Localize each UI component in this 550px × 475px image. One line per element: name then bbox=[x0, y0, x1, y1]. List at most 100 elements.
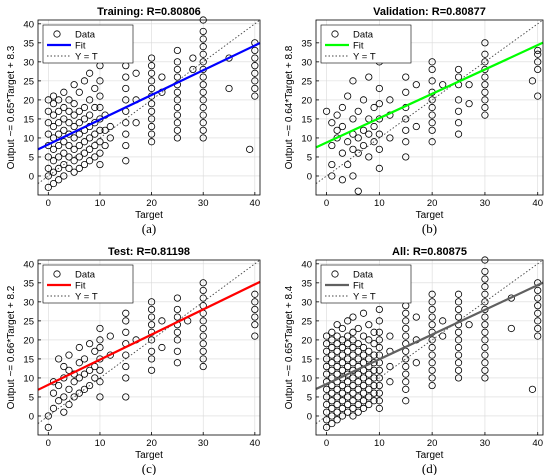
data-point bbox=[199, 324, 207, 333]
data-point bbox=[428, 65, 436, 74]
data-point bbox=[122, 393, 130, 401]
data-point bbox=[354, 107, 362, 115]
data-point bbox=[412, 122, 420, 131]
data-point bbox=[322, 408, 331, 416]
data-point bbox=[354, 347, 362, 355]
data-point bbox=[428, 374, 436, 382]
data-point bbox=[344, 385, 352, 393]
data-point bbox=[365, 73, 373, 81]
data-point bbox=[354, 340, 362, 348]
data-point bbox=[199, 27, 207, 36]
data-point bbox=[375, 145, 383, 153]
data-point bbox=[534, 332, 542, 340]
data-point bbox=[49, 157, 58, 165]
data-point bbox=[375, 404, 383, 412]
data-point bbox=[75, 359, 83, 367]
y-tick-label: 15 bbox=[23, 354, 34, 365]
data-point bbox=[354, 408, 362, 416]
data-point bbox=[75, 119, 83, 127]
data-point bbox=[55, 153, 63, 161]
data-point bbox=[481, 321, 489, 329]
data-point bbox=[91, 141, 99, 150]
data-point bbox=[147, 336, 156, 344]
data-point bbox=[338, 397, 346, 405]
data-point bbox=[528, 77, 537, 85]
x-tick-label: 0 bbox=[46, 198, 51, 209]
data-point bbox=[106, 122, 114, 131]
data-point bbox=[106, 332, 114, 340]
data-point bbox=[333, 321, 341, 329]
data-point bbox=[251, 313, 259, 321]
x-tick-label: 30 bbox=[480, 438, 491, 449]
data-point bbox=[333, 355, 341, 363]
data-point bbox=[322, 393, 331, 401]
x-tick-label: 20 bbox=[427, 438, 438, 449]
panel-caption: (d) bbox=[422, 461, 437, 475]
data-point bbox=[349, 328, 357, 336]
y-tick-label: 10 bbox=[301, 133, 312, 144]
data-point bbox=[251, 321, 259, 329]
data-point bbox=[481, 50, 489, 58]
data-point bbox=[481, 96, 489, 104]
x-tick-label: 20 bbox=[427, 198, 438, 209]
data-point bbox=[96, 336, 104, 344]
data-point bbox=[481, 351, 489, 359]
data-point bbox=[96, 149, 104, 157]
data-point bbox=[65, 400, 73, 409]
data-point bbox=[338, 176, 346, 184]
data-point bbox=[199, 279, 207, 287]
data-point bbox=[199, 43, 207, 51]
axes-frame bbox=[37, 19, 261, 196]
data-point bbox=[65, 164, 73, 172]
data-point bbox=[428, 343, 436, 352]
data-point bbox=[428, 77, 436, 85]
data-point bbox=[428, 359, 436, 367]
y-tick-label: 25 bbox=[23, 316, 34, 327]
data-point bbox=[80, 370, 89, 378]
data-point bbox=[322, 107, 331, 115]
data-point bbox=[402, 362, 410, 371]
x-tick-label: 0 bbox=[324, 438, 329, 449]
y-tick-label: 0 bbox=[29, 411, 34, 422]
y-tick-label: 40 bbox=[301, 259, 312, 270]
y-axis-label: Output ~= 0.65*Target + 8.3 bbox=[6, 45, 17, 169]
data-point bbox=[96, 126, 104, 134]
data-point bbox=[91, 153, 99, 161]
data-point bbox=[251, 298, 259, 306]
data-point bbox=[454, 366, 463, 374]
data-point bbox=[122, 328, 130, 336]
data-point bbox=[370, 122, 378, 131]
data-point bbox=[402, 126, 410, 134]
data-point bbox=[147, 313, 156, 321]
data-point bbox=[173, 111, 181, 119]
data-point bbox=[49, 111, 58, 119]
data-point bbox=[365, 336, 373, 344]
data-point bbox=[359, 309, 368, 317]
data-point bbox=[338, 324, 346, 333]
legend-label: Fit bbox=[75, 40, 86, 51]
data-point bbox=[199, 362, 207, 371]
data-point bbox=[402, 370, 410, 378]
identity-line bbox=[315, 259, 544, 424]
data-point bbox=[173, 46, 181, 55]
data-point bbox=[65, 141, 73, 150]
legend-label: Fit bbox=[353, 280, 364, 291]
data-point bbox=[55, 355, 63, 363]
data-point bbox=[65, 96, 73, 104]
x-tick-label: 10 bbox=[95, 438, 106, 449]
data-point bbox=[75, 343, 83, 352]
chart-title: Validation: R=0.80877 bbox=[373, 6, 486, 18]
data-point bbox=[402, 385, 410, 393]
data-point bbox=[55, 119, 63, 127]
data-point bbox=[173, 119, 181, 127]
data-point bbox=[365, 385, 373, 393]
y-tick-label: 15 bbox=[301, 354, 312, 365]
data-point bbox=[122, 317, 130, 325]
data-point bbox=[122, 374, 130, 382]
y-axis-label: Output ~= 0.66*Target + 8.2 bbox=[6, 285, 17, 409]
data-point bbox=[344, 393, 352, 401]
data-point bbox=[75, 164, 83, 172]
data-point bbox=[60, 149, 68, 157]
legend-label: Data bbox=[353, 269, 374, 280]
